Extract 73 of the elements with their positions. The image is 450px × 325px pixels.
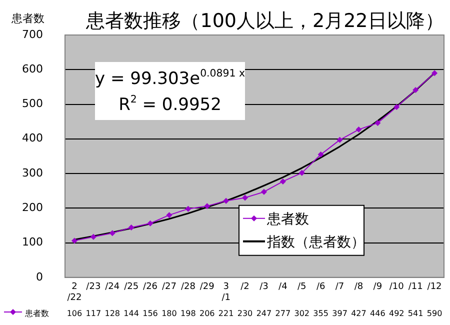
data-label: 180 bbox=[162, 309, 177, 318]
y-tick-label: 100 bbox=[22, 236, 43, 249]
data-label: 541 bbox=[408, 309, 424, 318]
x-tick-label: /10 bbox=[389, 282, 404, 292]
point bbox=[109, 230, 116, 236]
x-tick-label: /11 bbox=[408, 282, 423, 292]
x-tick-label: /6 bbox=[316, 282, 326, 292]
x-tick-label: 3/1 bbox=[222, 282, 230, 303]
x-tick-label: /25 bbox=[124, 282, 139, 292]
data-label: 427 bbox=[351, 309, 366, 318]
data-label: 355 bbox=[313, 309, 328, 318]
x-tick-label: /2 bbox=[240, 282, 250, 292]
x-tick-label: /23 bbox=[86, 282, 101, 292]
data-label: 117 bbox=[86, 309, 102, 318]
data-label: 198 bbox=[180, 309, 196, 318]
x-tick-label: /29 bbox=[200, 282, 215, 292]
point bbox=[412, 87, 419, 94]
data-label: 446 bbox=[370, 309, 386, 318]
data-label: 492 bbox=[388, 309, 404, 318]
point bbox=[336, 136, 343, 143]
point bbox=[374, 120, 381, 126]
x-tick-label: /28 bbox=[180, 282, 196, 292]
data-label: 302 bbox=[294, 309, 310, 318]
x-tick-label: /24 bbox=[105, 282, 120, 292]
y-tick-label: 300 bbox=[22, 166, 43, 180]
x-tick-label: /7 bbox=[335, 282, 344, 292]
data-label: 144 bbox=[124, 309, 139, 318]
data-label: 397 bbox=[332, 309, 348, 318]
data-label: 206 bbox=[199, 309, 215, 318]
x-tick-label: /12 bbox=[427, 282, 442, 292]
legend-label: 指数（患者数） bbox=[266, 234, 365, 250]
y-axis-title: 患者数 bbox=[10, 12, 44, 25]
y-tick-label: 200 bbox=[22, 201, 43, 214]
data-label: 590 bbox=[426, 309, 442, 318]
point bbox=[356, 126, 362, 133]
point bbox=[90, 234, 96, 240]
y-tick-label: 500 bbox=[22, 97, 43, 110]
data-label: 247 bbox=[256, 309, 272, 318]
point bbox=[394, 104, 400, 110]
point bbox=[432, 70, 438, 76]
point bbox=[185, 206, 192, 212]
x-tick-label: /3 bbox=[260, 282, 268, 292]
x-tick-label: /4 bbox=[278, 282, 288, 292]
x-tick-label: /27 bbox=[162, 282, 176, 292]
point bbox=[147, 220, 154, 226]
point bbox=[260, 188, 267, 195]
data-label: 230 bbox=[237, 309, 253, 318]
y-tick-label: 400 bbox=[22, 132, 43, 145]
point bbox=[204, 203, 210, 210]
y-tick-label: 700 bbox=[22, 28, 43, 41]
text: 患者数 bbox=[25, 309, 49, 318]
data-label: 221 bbox=[218, 309, 234, 318]
point bbox=[166, 212, 172, 218]
x-tick-label: /5 bbox=[297, 282, 306, 292]
data-label: 106 bbox=[66, 309, 82, 318]
x-tick-label: /8 bbox=[354, 282, 364, 292]
point bbox=[280, 178, 286, 184]
point bbox=[242, 194, 248, 201]
point bbox=[223, 198, 230, 204]
point bbox=[298, 170, 305, 176]
x-tick-label: /9 bbox=[373, 282, 382, 292]
x-tick-label: /26 bbox=[143, 282, 158, 292]
data-label: 277 bbox=[275, 309, 291, 318]
chart-title: 患者数推移（100人以上，2月22日以降） bbox=[85, 10, 444, 32]
point bbox=[318, 151, 324, 158]
point bbox=[71, 238, 78, 244]
data-label: 156 bbox=[142, 309, 158, 318]
x-tick-label: 2/22 bbox=[67, 282, 82, 303]
y-tick-label: 0 bbox=[36, 270, 43, 284]
point bbox=[128, 224, 134, 231]
data-label: 128 bbox=[104, 309, 120, 318]
y-tick-label: 600 bbox=[22, 62, 43, 76]
legend-label: 患者数 bbox=[266, 211, 309, 228]
